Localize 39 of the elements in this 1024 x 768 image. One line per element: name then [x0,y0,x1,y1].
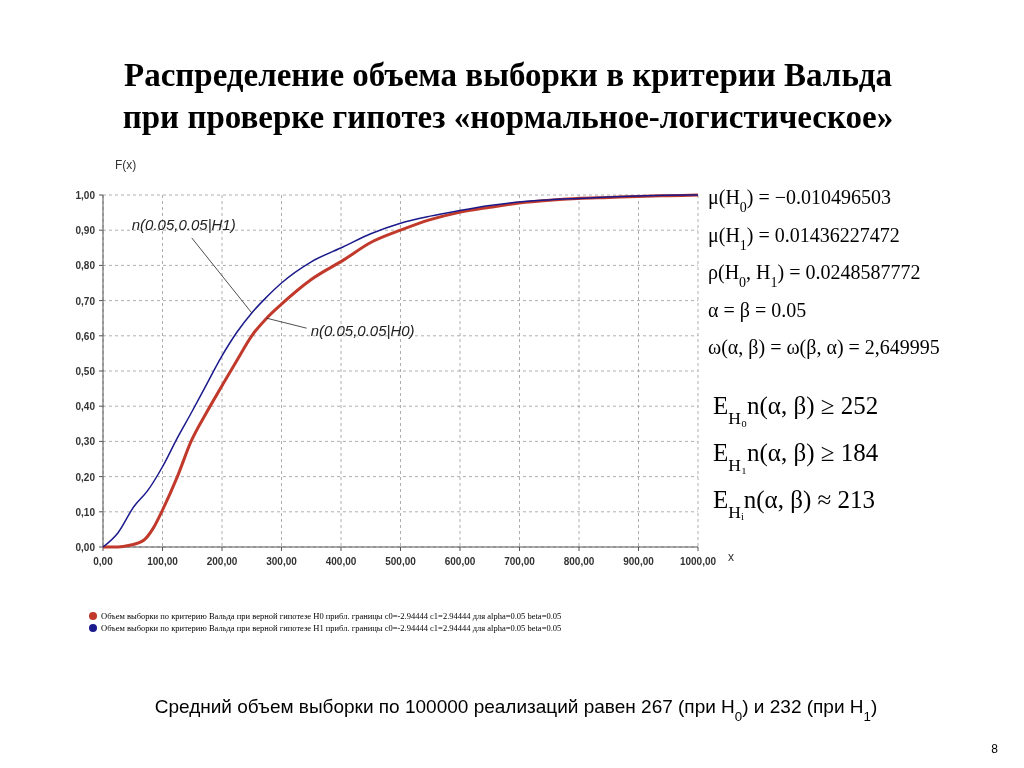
text: E$_{H₀}$n(α, β) ≥ 252 [713,392,879,428]
text: ω(α, β) = ω(β, α) = 2,649995 [708,336,940,359]
y-tick-label: 0,70 [75,295,96,307]
x-tick-label: 0,00 [93,556,114,567]
y-axis-title: F(x) [115,158,137,172]
annotation: n(0.05,0.05|H1) [131,215,236,233]
text: E$_{H₁}$n(α, β) ≥ 184 [713,439,879,475]
x-axis-title: x [728,550,734,564]
annotation: n(0.05,0.05|H0) [310,322,415,340]
x-tick-label: 800,00 [563,556,595,567]
y-tick-label: 1,00 [75,190,96,201]
text: Средний объем выборки по 100000 реализаций равен 267 (при H$_{0}$) и 232 (при H$_{1}$) [154,696,878,724]
x-tick-label: 1000,00 [679,556,717,567]
y-tick-label: 0,20 [75,471,96,483]
y-tick-label: 0,80 [75,260,96,272]
legend-label: Объем выборки по критерию Вальда при верной гипотезе H1 прибл. границы c0=-2.94444 c1=2.94444 для alpha=0.05 beta=0.05 [101,623,562,633]
legend-label: Объем выборки по критерию Вальда при верной гипотезе H0 прибл. границы c0=-2.94444 c1=2.94444 для alpha=0.05 beta=0.05 [101,611,562,621]
x-tick-label: 100,00 [147,556,179,567]
x-tick-label: 600,00 [444,556,476,567]
x-tick-label: 500,00 [385,556,417,567]
text: 8 [991,742,999,756]
y-tick-label: 0,50 [75,366,96,377]
y-tick-label: 0,90 [75,225,96,237]
y-tick-label: 0,40 [75,401,96,413]
text: ρ(H$_{0}$, H$_{1}$) = 0.0248587772 [708,261,921,290]
y-tick-label: 0,10 [75,506,96,518]
x-tick-label: 300,00 [266,556,298,567]
chart-title: Распределение объема выборки в критерии Вальда при проверке гипотез «нормальное-логистическое» [122,57,894,135]
text: α = β = 0.05 [708,298,807,322]
text: E$_{Hᵢ}$n(α, β) ≈ 213 [713,486,875,522]
x-tick-label: 900,00 [623,556,655,567]
y-tick-label: 0,30 [75,436,96,448]
x-tick-label: 200,00 [206,556,238,567]
y-tick-label: 0,00 [75,542,96,553]
text: μ(H$_{1}$) = 0.01436227472 [708,223,900,252]
text: μ(H$_{0}$) = −0.010496503 [708,186,892,215]
y-tick-label: 0,60 [75,330,96,342]
x-tick-label: 400,00 [325,556,357,567]
x-tick-label: 700,00 [504,556,536,567]
